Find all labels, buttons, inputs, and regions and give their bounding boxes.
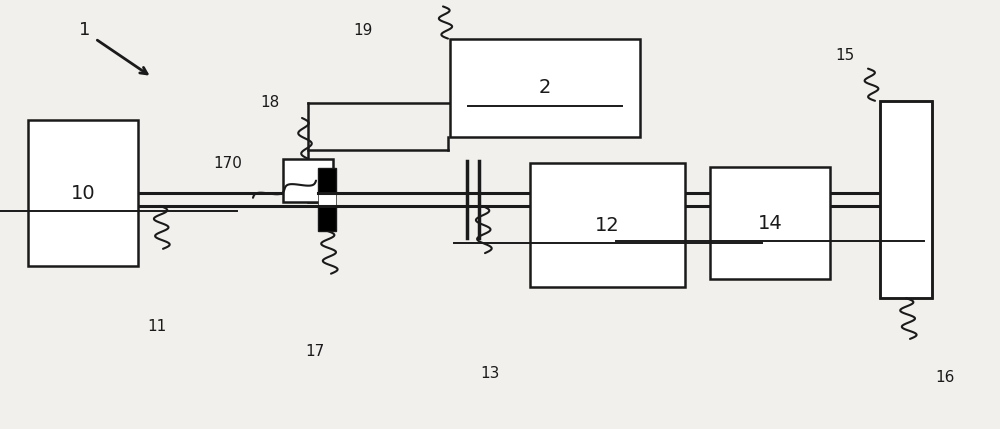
Text: 170: 170 [214, 157, 242, 171]
Bar [710, 167, 830, 279]
Bar [880, 101, 932, 298]
Text: 1: 1 [79, 21, 91, 39]
Text: 2: 2 [539, 79, 551, 97]
Text: 17: 17 [305, 344, 325, 359]
Bar [530, 163, 685, 287]
Text: 14: 14 [758, 214, 782, 233]
Text: 11: 11 [147, 319, 167, 333]
Bar [450, 39, 640, 137]
Bar [318, 168, 336, 193]
Text: 19: 19 [353, 23, 373, 37]
Bar [28, 120, 138, 266]
Bar [318, 206, 336, 231]
Text: 16: 16 [935, 370, 955, 385]
Text: 10: 10 [71, 184, 95, 202]
Text: 12: 12 [595, 216, 620, 235]
Text: 15: 15 [835, 48, 855, 63]
Bar [318, 193, 336, 206]
Text: 13: 13 [480, 366, 500, 381]
Text: 18: 18 [260, 96, 280, 110]
Bar [880, 101, 932, 298]
Bar [283, 159, 333, 202]
Bar [880, 101, 932, 298]
